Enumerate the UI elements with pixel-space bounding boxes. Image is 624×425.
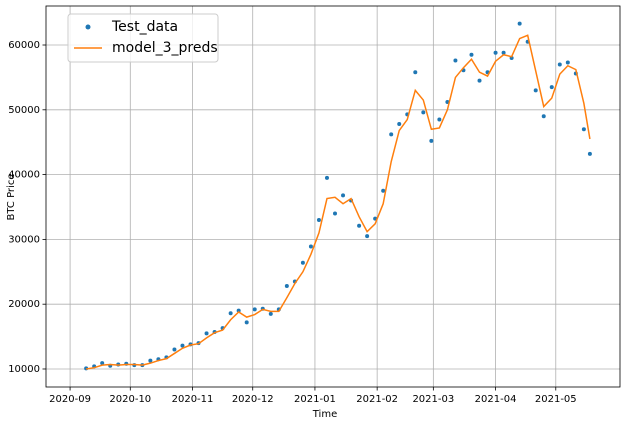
- y-tick-label: 20000: [8, 299, 40, 310]
- x-tick-label: 2020-12: [232, 394, 274, 405]
- y-tick-label: 50000: [8, 105, 40, 116]
- data-point: [268, 311, 273, 316]
- data-point: [180, 343, 185, 348]
- data-point: [587, 151, 592, 156]
- y-tick-label: 40000: [8, 170, 40, 181]
- data-point: [308, 244, 313, 249]
- data-point: [357, 223, 362, 228]
- data-point: [324, 175, 329, 180]
- data-point: [517, 21, 522, 26]
- data-point: [437, 117, 442, 122]
- plot-frame: [45, 5, 621, 388]
- data-point: [581, 127, 586, 132]
- data-point: [148, 358, 153, 363]
- legend-label: model_3_preds: [112, 40, 218, 56]
- x-tick-label: 2021-01: [294, 394, 336, 405]
- data-point: [549, 85, 554, 90]
- y-tick-label: 60000: [8, 40, 40, 51]
- x-tick-label: 2020-09: [49, 394, 91, 405]
- data-point: [493, 50, 498, 55]
- y-tick-label: 10000: [8, 364, 40, 375]
- data-point: [316, 217, 321, 222]
- x-tick-label: 2020-10: [109, 394, 151, 405]
- x-tick-label: 2020-11: [172, 394, 214, 405]
- legend-label: Test_data: [111, 19, 178, 35]
- data-point: [341, 193, 346, 198]
- data-point: [557, 62, 562, 67]
- x-tick-label: 2021-05: [535, 394, 577, 405]
- data-point: [501, 50, 506, 55]
- data-point: [333, 211, 338, 216]
- data-point: [300, 260, 305, 265]
- data-point: [172, 347, 177, 352]
- data-point: [453, 58, 458, 63]
- x-tick-label: 2021-02: [356, 394, 398, 405]
- data-point: [477, 78, 482, 83]
- data-point: [389, 132, 394, 137]
- data-point: [236, 308, 241, 313]
- prediction-line: [86, 34, 591, 370]
- data-point: [284, 284, 289, 289]
- data-point: [469, 52, 474, 57]
- data-point: [381, 188, 386, 193]
- data-point: [421, 110, 426, 115]
- x-tick-label: 2021-04: [475, 394, 517, 405]
- data-point: [365, 234, 370, 239]
- data-point: [533, 88, 538, 93]
- data-point: [397, 122, 402, 127]
- legend-marker: [85, 24, 91, 30]
- data-point: [204, 331, 209, 336]
- data-point: [100, 361, 105, 366]
- data-point: [252, 307, 257, 312]
- x-axis-label: Time: [312, 409, 337, 420]
- y-tick-label: 30000: [8, 234, 40, 245]
- data-point: [244, 320, 249, 325]
- data-point: [565, 60, 570, 65]
- data-point: [429, 138, 434, 143]
- legend-box: [67, 13, 219, 63]
- data-point: [228, 311, 233, 316]
- x-tick-label: 2021-03: [412, 394, 454, 405]
- data-point: [541, 114, 546, 119]
- data-point: [413, 70, 418, 75]
- y-axis-label: BTC Price: [6, 174, 17, 221]
